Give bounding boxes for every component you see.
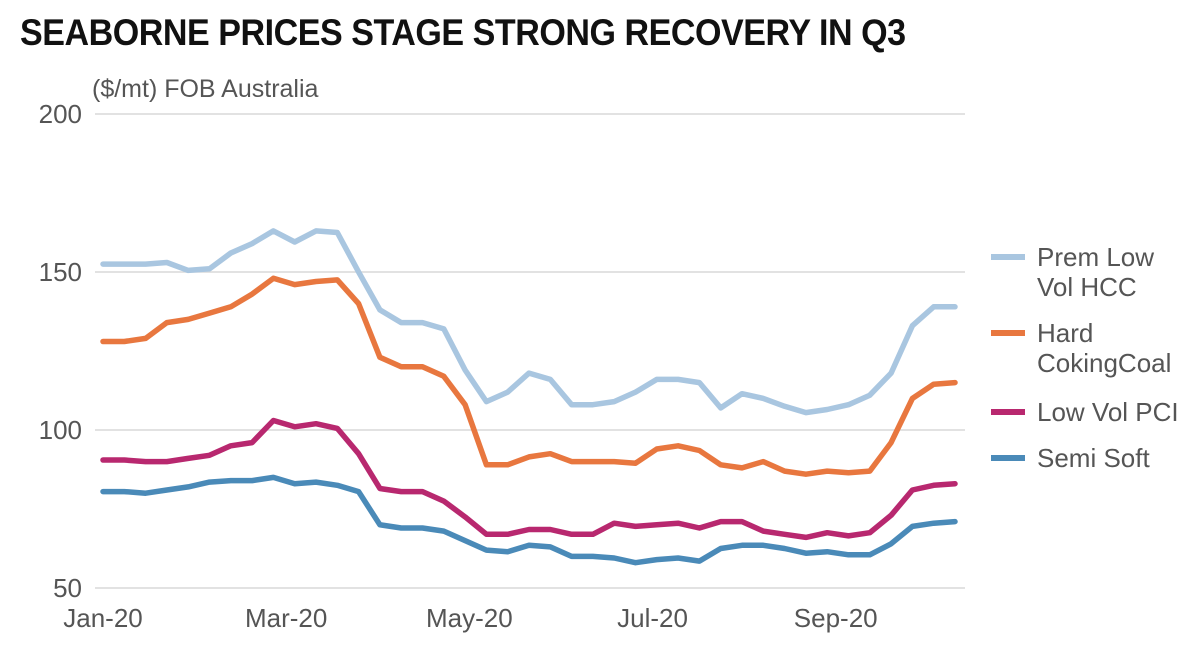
legend-label: Hard xyxy=(1037,318,1093,348)
y-axis-ticks: 50 100 150 200 xyxy=(39,99,82,603)
legend-label: Prem Low xyxy=(1037,242,1154,272)
legend-label: Semi Soft xyxy=(1037,443,1150,473)
x-tick-label: May-20 xyxy=(426,603,513,633)
x-axis-ticks: Jan-20 Mar-20 May-20 Jul-20 Sep-20 xyxy=(63,603,877,633)
chart-title: SEABORNE PRICES STAGE STRONG RECOVERY IN… xyxy=(20,12,906,53)
x-tick-label: Sep-20 xyxy=(794,603,878,633)
legend-label: Low Vol PCI xyxy=(1037,397,1179,427)
legend-label: Vol HCC xyxy=(1037,272,1137,302)
y-tick-label: 100 xyxy=(39,415,82,445)
x-tick-label: Mar-20 xyxy=(245,603,327,633)
x-tick-label: Jan-20 xyxy=(63,603,143,633)
y-tick-label: 200 xyxy=(39,99,82,129)
series-line-semi-soft xyxy=(100,474,958,566)
series-lines xyxy=(100,228,958,566)
series-line-prem-low-vol-hcc xyxy=(100,228,958,416)
x-tick-label: Jul-20 xyxy=(617,603,688,633)
y-tick-label: 50 xyxy=(53,573,82,603)
series-line-low-vol-pci xyxy=(100,417,958,541)
legend-label: CokingCoal xyxy=(1037,348,1171,378)
gridlines xyxy=(95,113,965,589)
y-axis-label: ($/mt) FOB Australia xyxy=(92,75,319,103)
y-tick-label: 150 xyxy=(39,257,82,287)
series-line-hard-cokingcoal xyxy=(100,275,958,477)
